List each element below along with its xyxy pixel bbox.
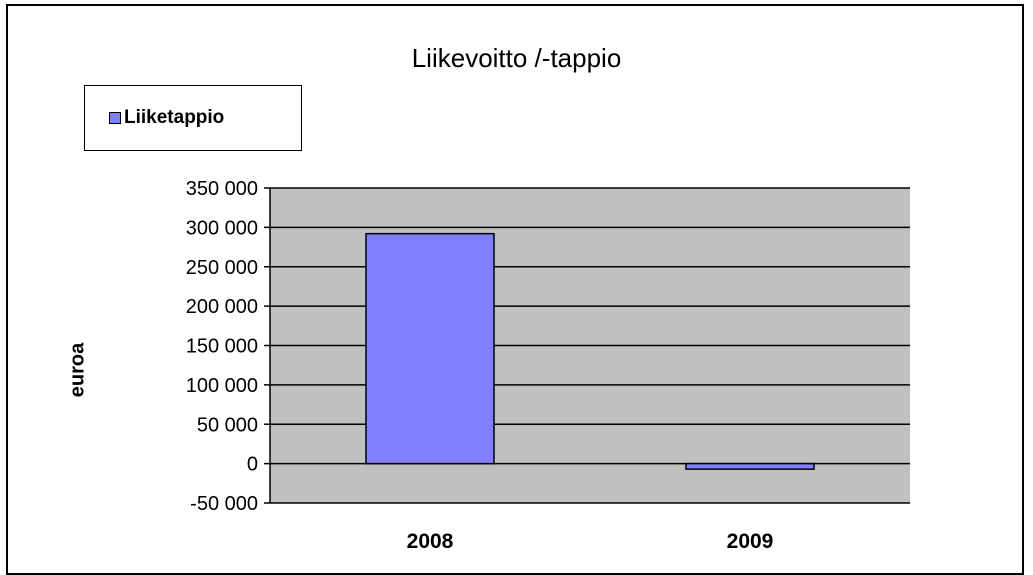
chart-title: Liikevoitto /-tappio [411,43,622,73]
y-tick-label: 200 000 [186,296,258,318]
bar-2009 [685,462,815,470]
x-tick-label: 2008 [407,530,454,553]
y-tick-label: 300 000 [186,217,258,239]
x-axis-labels: 2008 2009 [407,530,774,553]
y-tick-label: 350 000 [186,178,258,200]
y-tick-label: 100 000 [186,375,258,397]
x-tick-label: 2009 [727,530,774,553]
chart-legend: Liiketappio [84,85,302,151]
y-axis: 350 000 300 000 250 000 200 000 150 000 100 0… [186,178,271,515]
legend-label: Liiketappio [124,107,225,128]
legend-swatch [109,112,121,124]
y-tick-label: -50 000 [190,493,258,515]
y-tick-label: 50 000 [197,414,258,436]
y-tick-label: 150 000 [186,336,258,358]
y-tick-label: 0 [247,454,258,476]
bars [365,232,815,470]
y-tick-label: 250 000 [186,257,258,279]
bar-2008 [365,232,495,465]
